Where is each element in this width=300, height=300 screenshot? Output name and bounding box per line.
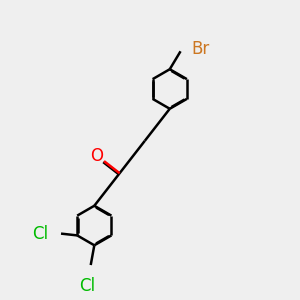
Text: Cl: Cl: [32, 225, 49, 243]
Text: Cl: Cl: [79, 277, 95, 295]
Text: O: O: [90, 147, 103, 165]
Text: Br: Br: [191, 40, 210, 58]
